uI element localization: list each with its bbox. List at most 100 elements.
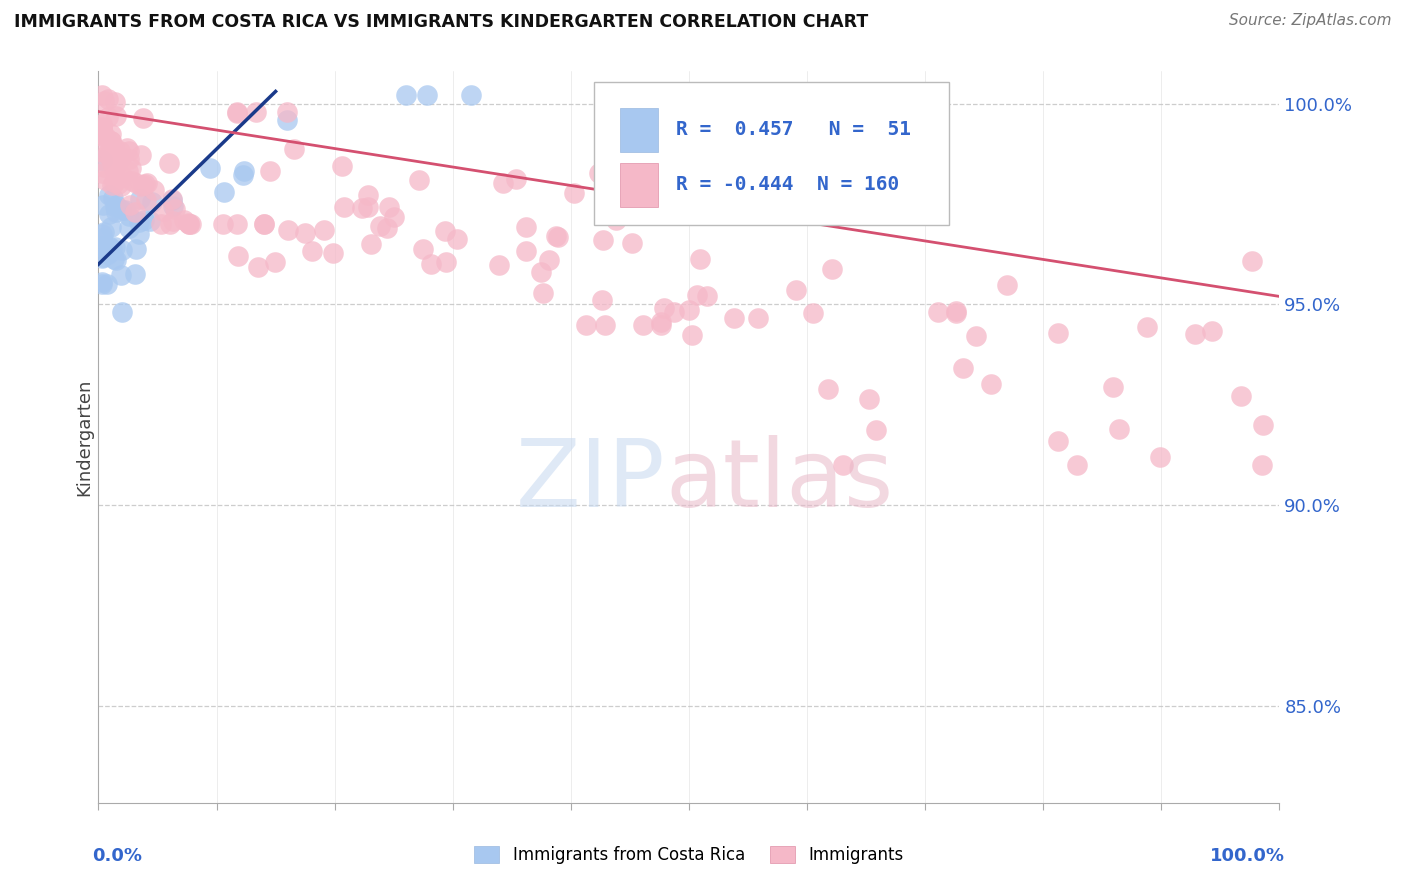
Point [162,199,184,213]
Point [101,242,124,256]
Point [357,201,380,215]
Point [689,252,711,267]
Text: IMMIGRANTS FROM COSTA RICA VS IMMIGRANTS KINDERGARTEN CORRELATION CHART: IMMIGRANTS FROM COSTA RICA VS IMMIGRANTS… [14,13,869,31]
Point [91,88,114,103]
Point [105,253,128,268]
Point [96,277,118,292]
Point [212,217,235,231]
Point [97,206,120,220]
Point [128,192,150,206]
Point [100,134,122,148]
Point [160,192,183,206]
Point [93,239,115,253]
Point [995,277,1018,292]
Point [591,293,613,307]
Point [1149,450,1171,464]
Point [91,227,114,242]
Point [322,246,344,260]
Point [93,95,115,109]
Point [152,203,174,218]
Point [111,305,134,319]
Point [945,306,967,320]
Point [515,219,537,234]
Point [858,392,880,406]
Point [259,164,281,178]
Point [433,224,456,238]
Point [330,160,353,174]
Point [531,286,554,301]
Point [232,164,254,178]
Point [100,134,122,148]
Text: R =  0.457   N =  51: R = 0.457 N = 51 [676,120,911,139]
Point [91,118,114,132]
Point [163,202,186,217]
Point [1101,380,1123,394]
Point [294,227,316,241]
Point [91,198,114,212]
Point [460,88,482,103]
Point [952,361,974,376]
Point [562,186,585,200]
Point [91,230,114,244]
Point [97,188,120,202]
Point [118,209,141,223]
Y-axis label: Kindergarten: Kindergarten [76,378,94,496]
Point [115,140,138,154]
Point [129,179,152,194]
Point [333,200,356,214]
Point [378,200,401,214]
Point [128,227,150,242]
Point [1184,326,1206,341]
Point [492,177,515,191]
Point [91,277,114,292]
Point [91,240,114,254]
Point [375,221,398,235]
Point [416,88,439,103]
Point [100,178,122,193]
Point [588,166,610,180]
Point [412,242,434,256]
Point [686,288,709,302]
Point [263,255,285,269]
Point [91,250,114,264]
Point [120,161,142,175]
Point [515,244,537,258]
Point [118,198,141,212]
Point [103,139,125,153]
Point [104,200,127,214]
Point [124,242,146,256]
Point [179,217,201,231]
Text: ZIP: ZIP [516,435,665,527]
Point [91,276,114,290]
Point [162,213,184,227]
Point [101,191,124,205]
Point [1251,458,1274,473]
Point [179,217,201,231]
Point [124,268,146,282]
Point [91,127,114,141]
Point [111,169,134,184]
Point [232,168,254,182]
Point [100,127,122,141]
Point [91,120,114,135]
Point [118,144,141,158]
Point [136,176,159,190]
Point [678,303,700,318]
Point [157,155,180,169]
Point [141,195,163,210]
Point [605,213,627,227]
Point [253,217,276,231]
Point [631,318,654,332]
Point [927,304,949,318]
Point [180,217,202,231]
Point [226,104,249,119]
Point [143,183,166,197]
Point [650,318,672,332]
Point [98,143,121,157]
Point [91,129,114,144]
Point [538,253,561,268]
Point [103,176,125,190]
Point [226,249,249,263]
Point [253,217,276,231]
Point [832,458,855,473]
